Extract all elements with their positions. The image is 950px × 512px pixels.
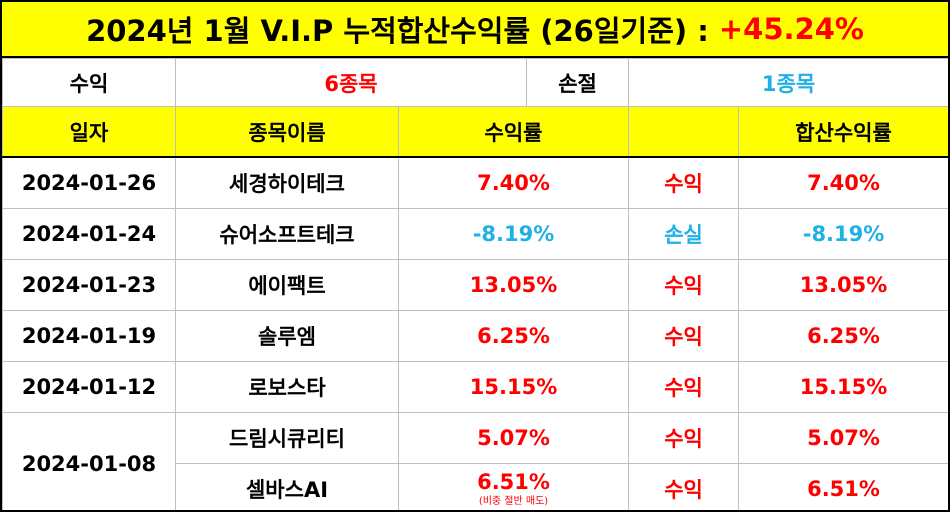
header-return: 수익률 (397, 106, 630, 158)
row-status: 수익 (628, 412, 740, 464)
row-cumulative: 5.07% (738, 412, 948, 464)
row-cumulative: 7.40% (738, 156, 948, 209)
table-row: 2024-01-26 세경하이테크 7.40% 수익 7.40% (2, 156, 948, 209)
row-return: 13.05% (397, 259, 630, 311)
title-total-return: +45.24% (718, 12, 864, 46)
row-stock-name: 로보스타 (175, 361, 399, 413)
header-cumulative: 합산수익률 (738, 106, 948, 158)
row-cumulative: 15.15% (738, 361, 948, 413)
title-text: 2024년 1월 V.I.P 누적합산수익률 (26일기준) : (86, 14, 709, 48)
row-cumulative: 6.25% (738, 310, 948, 362)
table-row: 2024-01-23 에이팩트 13.05% 수익 13.05% (2, 259, 948, 311)
row-status: 손실 (628, 208, 740, 260)
summary-loss-label: 손절 (526, 58, 630, 107)
row-return: 6.51% (477, 470, 550, 494)
row-return: 7.40% (397, 156, 630, 209)
row-return-note: (비중 절반 매도) (478, 496, 549, 507)
table-row: 셀바스AI 6.51% (비중 절반 매도) 수익 6.51% (3, 463, 948, 510)
row-stock-name: 에이팩트 (175, 259, 399, 311)
table-row: 2024-01-08 드림시큐리티 5.07% 수익 5.07% (2, 412, 948, 510)
header-name: 종목이름 (175, 106, 399, 158)
returns-table: 수익 6종목 손절 1종목 일자 종목이름 수익률 합산수익률 2024-01-… (2, 58, 948, 510)
header-status (628, 106, 740, 158)
row-stock-name: 세경하이테크 (175, 156, 399, 209)
row-cumulative: -8.19% (738, 208, 948, 260)
table-row: 2024-01-24 슈어소프트테크 -8.19% 손실 -8.19% (2, 208, 948, 260)
row-date: 2024-01-26 (2, 156, 176, 209)
row-date: 2024-01-23 (2, 259, 176, 311)
row-cumulative: 13.05% (738, 259, 948, 311)
row-status: 수익 (628, 156, 740, 209)
row-stock-name: 셀바스AI (175, 463, 399, 510)
row-return-cell: 6.51% (비중 절반 매도) (397, 463, 630, 510)
summary-profit-label: 수익 (2, 58, 176, 107)
header-row: 일자 종목이름 수익률 합산수익률 (2, 106, 948, 158)
row-status: 수익 (628, 463, 740, 510)
row-cumulative: 6.51% (738, 463, 948, 510)
summary-profit-count: 6종목 (174, 58, 528, 107)
row-status: 수익 (628, 310, 740, 362)
row-date: 2024-01-24 (2, 208, 176, 260)
summary-loss-count: 1종목 (628, 58, 948, 107)
row-date: 2024-01-12 (2, 361, 176, 413)
row-return: 6.25% (397, 310, 630, 362)
row-status: 수익 (628, 361, 740, 413)
row-stock-name: 솔루엠 (175, 310, 399, 362)
row-status: 수익 (628, 259, 740, 311)
row-date: 2024-01-19 (2, 310, 176, 362)
table-row: 2024-01-19 솔루엠 6.25% 수익 6.25% (2, 310, 948, 362)
row-return: 5.07% (397, 412, 630, 464)
title-banner: 2024년 1월 V.I.P 누적합산수익률 (26일기준) : +45.24% (2, 2, 948, 58)
row-return: 15.15% (397, 361, 630, 413)
row-return: -8.19% (397, 208, 630, 260)
header-date: 일자 (2, 106, 176, 158)
row-stock-name: 슈어소프트테크 (175, 208, 399, 260)
table-row: 2024-01-12 로보스타 15.15% 수익 15.15% (2, 361, 948, 413)
row-date: 2024-01-08 (2, 412, 176, 510)
summary-row: 수익 6종목 손절 1종목 (2, 58, 948, 107)
row-stock-name: 드림시큐리티 (175, 412, 399, 464)
